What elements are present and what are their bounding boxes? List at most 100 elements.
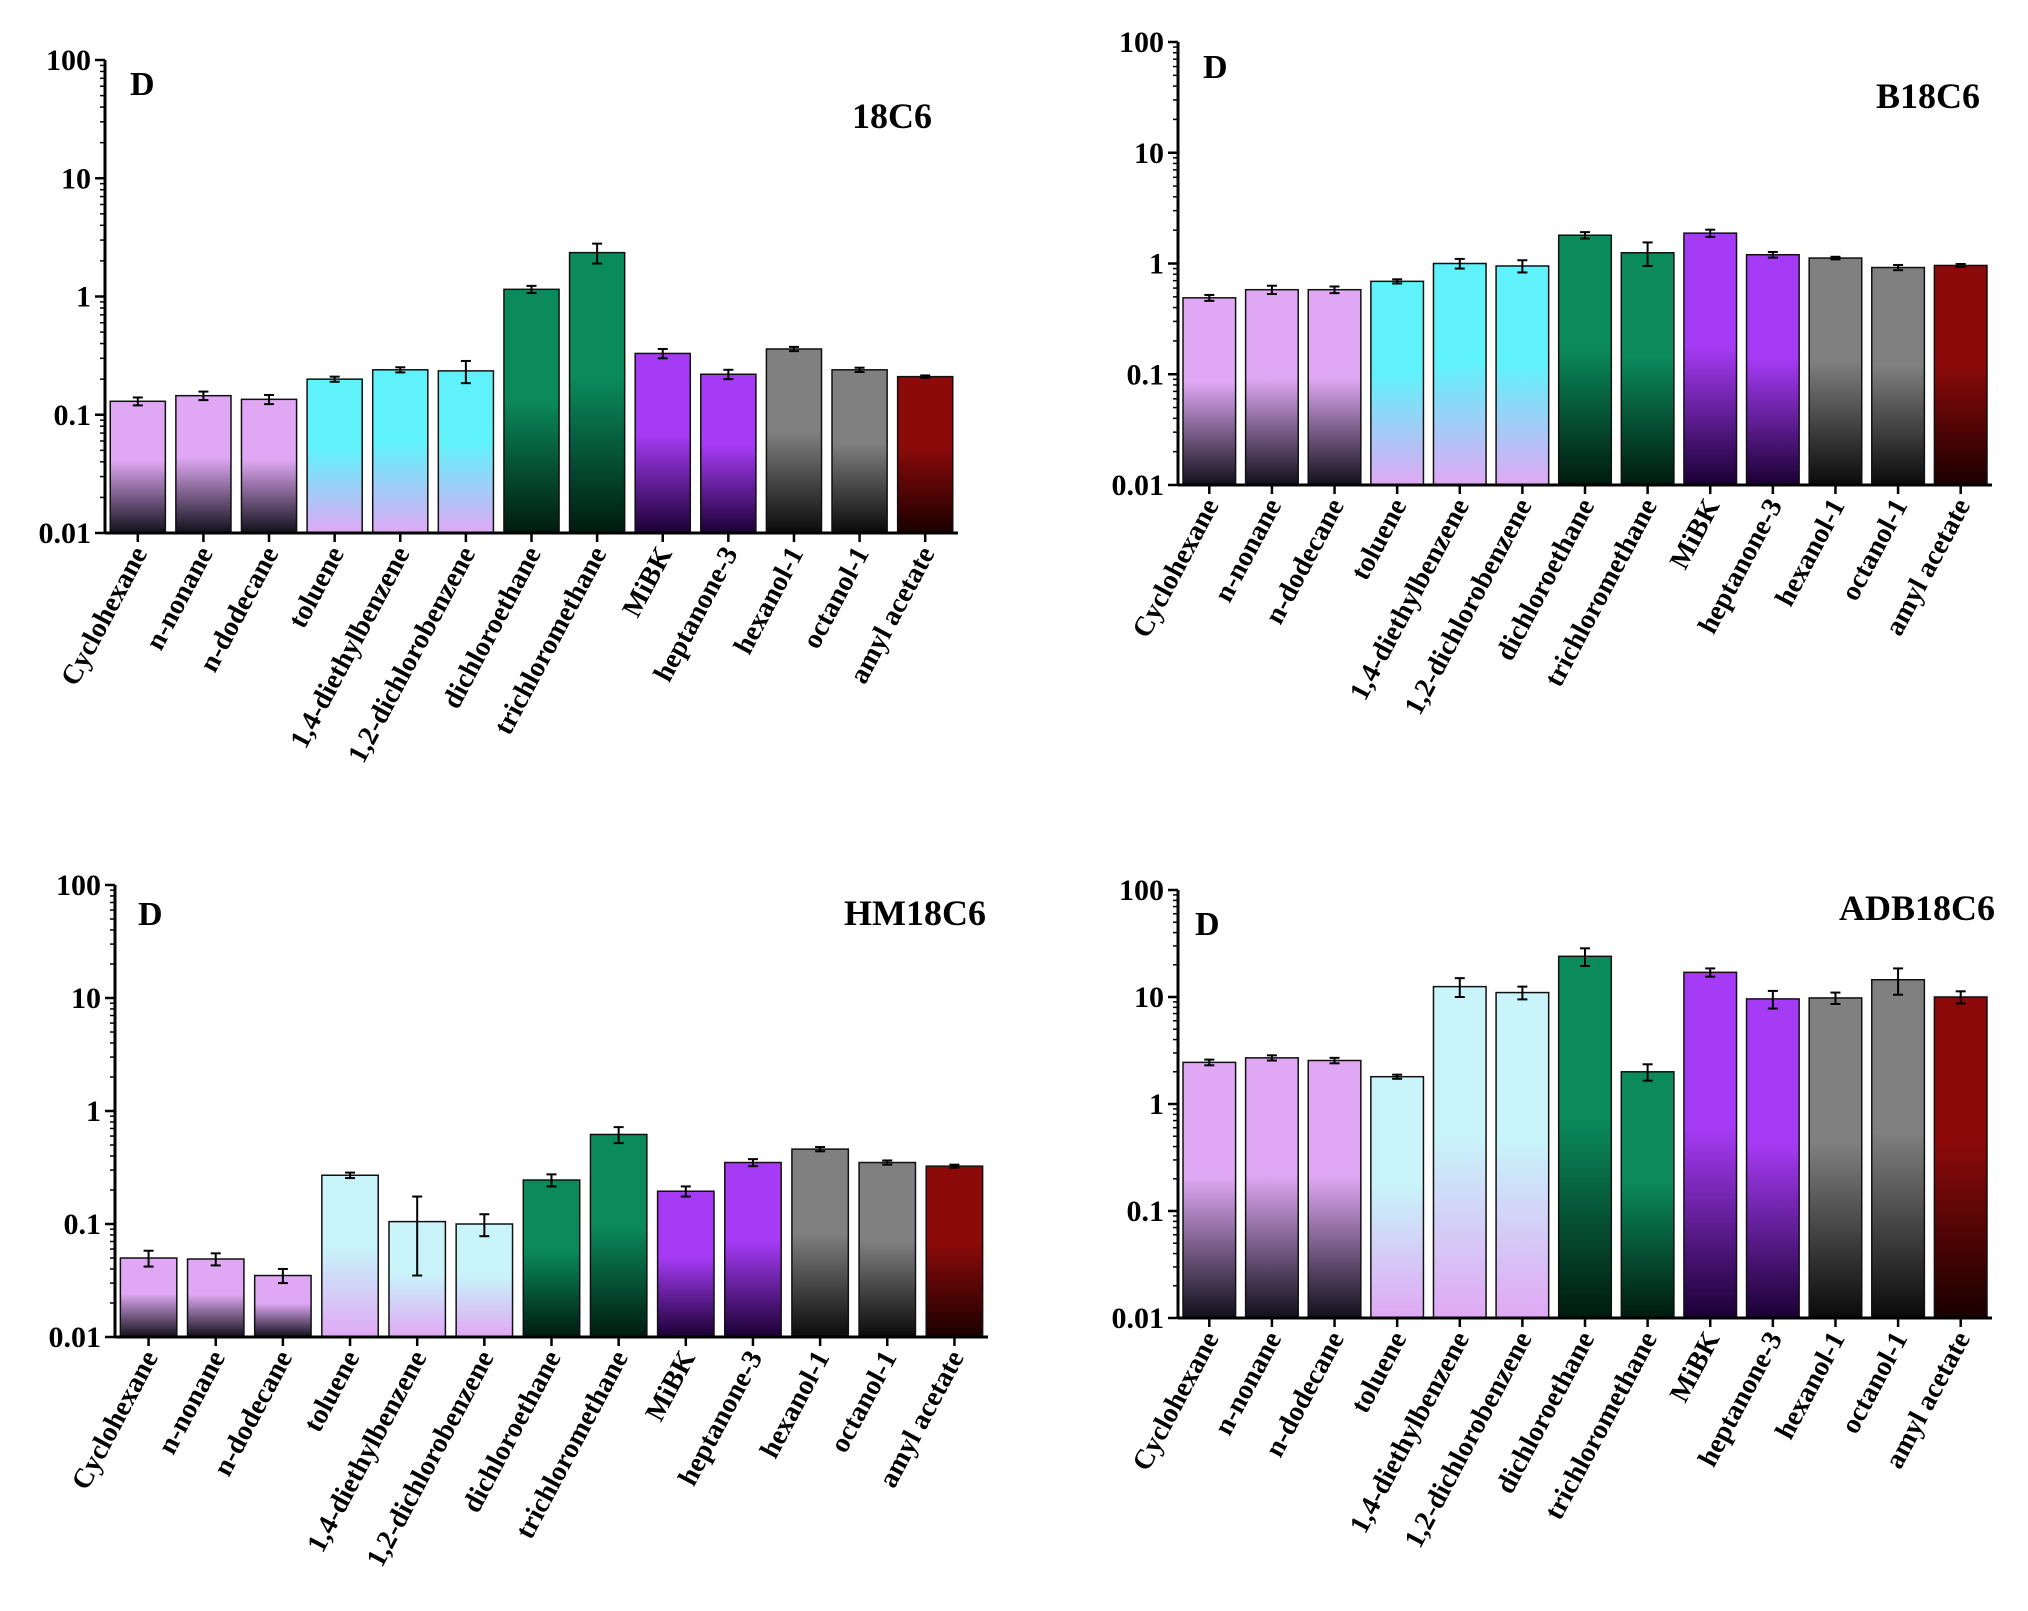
panel-18c6: D 18C6 0.010.1110100Cyclohexanen-nonanen…	[39, 44, 958, 768]
bar	[1244, 1057, 1299, 1319]
bar	[306, 378, 363, 534]
bar	[1432, 985, 1487, 1319]
error-bar	[143, 1249, 154, 1268]
bar	[1808, 257, 1863, 486]
x-tick-label: Cyclohexane	[66, 1346, 165, 1495]
error-bar	[412, 1195, 423, 1277]
bar	[896, 375, 954, 534]
y-tick-label: 100	[1119, 874, 1164, 907]
error-bar	[479, 1213, 490, 1238]
bar	[253, 1274, 312, 1338]
bar	[1182, 297, 1237, 486]
bar	[437, 370, 495, 534]
bar	[1557, 955, 1613, 1319]
panel-b18c6: D B18C6 0.010.1110100Cyclohexanen-nonane…	[1112, 26, 1992, 720]
error-bar	[788, 345, 799, 353]
error-bar	[1329, 285, 1340, 295]
error-bar	[1392, 1073, 1403, 1080]
y-tick-label: 0.01	[39, 517, 92, 550]
error-bar	[1329, 1056, 1340, 1065]
error-bar	[198, 390, 209, 402]
error-bar	[1955, 990, 1966, 1005]
y-tick-label: 0.1	[1127, 358, 1165, 391]
error-bar	[1893, 263, 1904, 272]
error-bar	[526, 284, 537, 295]
error-bar	[1580, 947, 1590, 967]
error-bar	[1767, 251, 1778, 259]
x-tick-label: Cyclohexane	[55, 542, 154, 691]
panel-adb18c6: D ADB18C6 0.010.1110100Cyclohexanen-nona…	[1112, 874, 1996, 1553]
x-tick-label: toluene	[283, 542, 351, 633]
bar	[1495, 991, 1550, 1319]
error-bar	[854, 366, 865, 373]
bar	[1307, 288, 1362, 486]
error-bar	[1830, 991, 1841, 1006]
x-tick-label: toluene	[298, 1346, 366, 1437]
bar	[1933, 264, 1988, 486]
bar	[1307, 1059, 1362, 1319]
error-bar	[210, 1252, 221, 1267]
error-bar	[1204, 293, 1215, 302]
y-tick-label: 10	[1134, 137, 1164, 170]
bar	[455, 1223, 514, 1338]
bar	[724, 1161, 782, 1338]
error-bar	[1893, 967, 1904, 996]
bar	[503, 288, 560, 534]
y-axis-label: D	[130, 66, 155, 103]
bar	[1432, 262, 1487, 486]
y-tick-label: 0.1	[54, 399, 92, 432]
bar	[1620, 252, 1675, 486]
error-bar	[680, 1185, 691, 1198]
bar	[1244, 288, 1299, 486]
chart-title: B18C6	[1876, 76, 1980, 116]
panel-hm18c6: D HM18C6 0.010.1110100Cyclohexanen-nonan…	[49, 869, 988, 1572]
error-bar	[329, 375, 340, 383]
y-axis-label: D	[138, 896, 163, 933]
error-bar	[1517, 985, 1528, 1001]
bar	[1182, 1061, 1237, 1319]
y-tick-label: 0.01	[1112, 469, 1165, 502]
y-axis-label: D	[1203, 49, 1228, 86]
chart-title: ADB18C6	[1839, 888, 1995, 928]
y-tick-label: 100	[1119, 26, 1164, 59]
error-bar	[1517, 259, 1528, 274]
chart-title: 18C6	[852, 96, 932, 136]
bar	[1745, 253, 1800, 486]
x-tick-label: 1,4-diethylbenzene	[284, 542, 416, 754]
bar	[791, 1148, 850, 1338]
x-tick-label: MiBK	[640, 1346, 703, 1427]
error-bar	[1266, 1054, 1277, 1062]
x-tick-label: toluene	[1345, 1327, 1413, 1418]
bar	[568, 251, 626, 534]
error-bar	[132, 396, 143, 407]
x-tick-label: Cyclohexane	[1127, 1327, 1226, 1476]
bar	[119, 1257, 178, 1338]
y-tick-label: 0.1	[1127, 1195, 1165, 1228]
bar	[1620, 1071, 1675, 1319]
bar	[522, 1179, 581, 1338]
bar	[1745, 998, 1800, 1319]
bar	[1808, 997, 1863, 1319]
y-tick-label: 0.1	[64, 1208, 102, 1241]
bar	[1933, 996, 1988, 1319]
error-bar	[882, 1159, 893, 1166]
bar	[925, 1165, 984, 1338]
y-tick-label: 1	[76, 281, 91, 314]
error-bar	[657, 347, 668, 360]
bar	[371, 369, 429, 534]
bar	[1370, 1075, 1425, 1319]
error-bar	[1580, 231, 1590, 240]
error-bar	[1642, 241, 1653, 267]
error-bar	[1454, 977, 1465, 998]
x-tick-label: MiBK	[1664, 494, 1727, 575]
y-tick-label: 100	[46, 44, 91, 77]
error-bar	[546, 1173, 557, 1188]
bar	[1370, 280, 1425, 486]
y-tick-label: 10	[1134, 981, 1164, 1014]
bar	[1871, 978, 1926, 1319]
x-tick-label: toluene	[1345, 494, 1413, 585]
y-tick-label: 1	[86, 1095, 101, 1128]
bar	[589, 1133, 648, 1338]
error-bar	[815, 1146, 826, 1153]
